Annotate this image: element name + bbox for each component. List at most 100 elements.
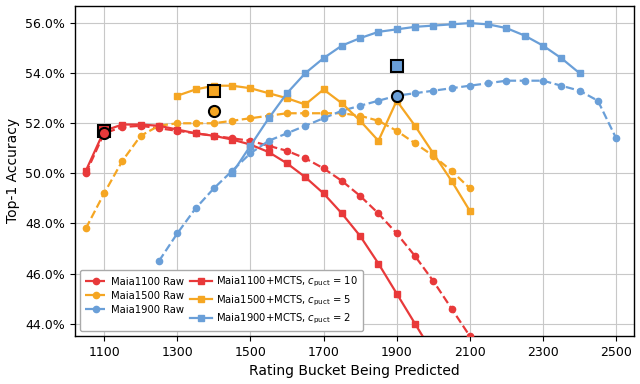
Maia1100+MCTS, $c_\mathregular{puct}$ = 10	[228, 137, 236, 142]
Maia1500 Raw	[228, 119, 236, 123]
Maia1900+MCTS, $c_\mathregular{puct}$ = 2	[539, 43, 547, 48]
Maia1900 Raw	[356, 103, 364, 108]
Maia1500+MCTS, $c_\mathregular{puct}$ = 5	[301, 102, 309, 107]
Maia1100+MCTS, $c_\mathregular{puct}$ = 10	[173, 127, 181, 132]
Maia1500 Raw	[246, 116, 254, 121]
Maia1500+MCTS, $c_\mathregular{puct}$ = 5	[228, 83, 236, 88]
Maia1900 Raw	[320, 116, 328, 121]
Maia1500 Raw	[320, 111, 328, 116]
Maia1900+MCTS, $c_\mathregular{puct}$ = 2	[429, 23, 437, 28]
Maia1100+MCTS, $c_\mathregular{puct}$ = 10	[82, 169, 90, 173]
Maia1900 Raw	[246, 151, 254, 156]
Line: Maia1900+MCTS, $c_\mathregular{puct}$ = 2: Maia1900+MCTS, $c_\mathregular{puct}$ = …	[229, 20, 582, 177]
Maia1900 Raw	[466, 83, 474, 88]
Maia1100 Raw	[484, 364, 492, 369]
Maia1900 Raw	[612, 136, 620, 141]
Maia1900+MCTS, $c_\mathregular{puct}$ = 2	[374, 30, 382, 34]
Maia1100+MCTS, $c_\mathregular{puct}$ = 10	[192, 131, 200, 136]
Maia1100 Raw	[393, 231, 401, 236]
Maia1500+MCTS, $c_\mathregular{puct}$ = 5	[192, 87, 200, 92]
Maia1100+MCTS, $c_\mathregular{puct}$ = 10	[301, 175, 309, 179]
Maia1100+MCTS, $c_\mathregular{puct}$ = 10	[210, 134, 218, 138]
Maia1900+MCTS, $c_\mathregular{puct}$ = 2	[484, 22, 492, 26]
Maia1100+MCTS, $c_\mathregular{puct}$ = 10	[265, 150, 273, 154]
Maia1500 Raw	[393, 129, 401, 133]
Maia1900+MCTS, $c_\mathregular{puct}$ = 2	[228, 171, 236, 175]
Maia1100 Raw	[265, 144, 273, 148]
Y-axis label: Top-1 Accuracy: Top-1 Accuracy	[6, 118, 20, 223]
Legend: Maia1100 Raw, Maia1500 Raw, Maia1900 Raw, Maia1100+MCTS, $c_\mathregular{puct}$ : Maia1100 Raw, Maia1500 Raw, Maia1900 Raw…	[80, 270, 363, 331]
Maia1500+MCTS, $c_\mathregular{puct}$ = 5	[210, 83, 218, 88]
Maia1100+MCTS, $c_\mathregular{puct}$ = 10	[429, 351, 437, 356]
Maia1100 Raw	[228, 136, 236, 141]
Maia1900+MCTS, $c_\mathregular{puct}$ = 2	[246, 144, 254, 148]
Maia1100 Raw	[192, 131, 200, 136]
Maia1900 Raw	[502, 78, 510, 83]
Maia1900 Raw	[393, 93, 401, 98]
Maia1100 Raw	[283, 149, 291, 153]
Maia1500+MCTS, $c_\mathregular{puct}$ = 5	[393, 98, 401, 103]
Line: Maia1100 Raw: Maia1100 Raw	[83, 122, 528, 384]
Maia1900 Raw	[265, 139, 273, 143]
Maia1500 Raw	[411, 141, 419, 146]
Maia1100+MCTS, $c_\mathregular{puct}$ = 10	[283, 161, 291, 166]
Maia1100 Raw	[338, 179, 346, 183]
Maia1100+MCTS, $c_\mathregular{puct}$ = 10	[118, 122, 126, 127]
Maia1100 Raw	[100, 131, 108, 136]
Maia1100+MCTS, $c_\mathregular{puct}$ = 10	[393, 291, 401, 296]
Maia1900 Raw	[155, 259, 163, 263]
Line: Maia1500 Raw: Maia1500 Raw	[83, 110, 473, 232]
Maia1100 Raw	[155, 126, 163, 131]
Maia1100 Raw	[301, 156, 309, 161]
Maia1500 Raw	[338, 111, 346, 116]
Maia1900 Raw	[539, 78, 547, 83]
Line: Maia1900 Raw: Maia1900 Raw	[156, 78, 620, 264]
Maia1100 Raw	[356, 194, 364, 198]
Maia1900+MCTS, $c_\mathregular{puct}$ = 2	[411, 25, 419, 29]
Maia1900+MCTS, $c_\mathregular{puct}$ = 2	[338, 43, 346, 48]
Maia1100+MCTS, $c_\mathregular{puct}$ = 10	[411, 321, 419, 326]
Maia1500 Raw	[374, 119, 382, 123]
Maia1500+MCTS, $c_\mathregular{puct}$ = 5	[283, 96, 291, 101]
Maia1100+MCTS, $c_\mathregular{puct}$ = 10	[338, 211, 346, 216]
Maia1900 Raw	[521, 78, 529, 83]
Maia1100+MCTS, $c_\mathregular{puct}$ = 10	[356, 234, 364, 238]
Maia1900 Raw	[374, 98, 382, 103]
Maia1500+MCTS, $c_\mathregular{puct}$ = 5	[411, 124, 419, 128]
X-axis label: Rating Bucket Being Predicted: Rating Bucket Being Predicted	[249, 364, 460, 379]
Maia1500 Raw	[283, 111, 291, 116]
Maia1500 Raw	[137, 134, 145, 138]
Maia1500 Raw	[210, 121, 218, 126]
Maia1900 Raw	[301, 124, 309, 128]
Maia1900+MCTS, $c_\mathregular{puct}$ = 2	[466, 21, 474, 25]
Maia1100+MCTS, $c_\mathregular{puct}$ = 10	[246, 142, 254, 147]
Maia1900+MCTS, $c_\mathregular{puct}$ = 2	[448, 22, 456, 26]
Maia1100 Raw	[411, 254, 419, 258]
Maia1900 Raw	[484, 81, 492, 86]
Maia1100+MCTS, $c_\mathregular{puct}$ = 10	[374, 261, 382, 266]
Maia1500+MCTS, $c_\mathregular{puct}$ = 5	[320, 87, 328, 92]
Maia1100 Raw	[320, 166, 328, 170]
Maia1500 Raw	[173, 121, 181, 126]
Maia1500+MCTS, $c_\mathregular{puct}$ = 5	[173, 93, 181, 98]
Maia1900 Raw	[228, 169, 236, 173]
Maia1100 Raw	[137, 124, 145, 128]
Maia1500+MCTS, $c_\mathregular{puct}$ = 5	[466, 209, 474, 213]
Maia1900 Raw	[448, 86, 456, 91]
Maia1500 Raw	[100, 191, 108, 196]
Maia1500+MCTS, $c_\mathregular{puct}$ = 5	[374, 139, 382, 143]
Maia1500+MCTS, $c_\mathregular{puct}$ = 5	[338, 101, 346, 106]
Maia1900+MCTS, $c_\mathregular{puct}$ = 2	[265, 116, 273, 121]
Maia1100+MCTS, $c_\mathregular{puct}$ = 10	[100, 129, 108, 133]
Maia1500 Raw	[118, 159, 126, 163]
Maia1100 Raw	[466, 334, 474, 338]
Maia1900 Raw	[429, 88, 437, 93]
Maia1500 Raw	[155, 124, 163, 128]
Maia1500+MCTS, $c_\mathregular{puct}$ = 5	[265, 91, 273, 96]
Maia1100+MCTS, $c_\mathregular{puct}$ = 10	[320, 191, 328, 196]
Maia1500 Raw	[466, 186, 474, 191]
Maia1500 Raw	[429, 154, 437, 158]
Maia1500+MCTS, $c_\mathregular{puct}$ = 5	[448, 179, 456, 183]
Maia1900 Raw	[210, 186, 218, 191]
Maia1100 Raw	[82, 171, 90, 175]
